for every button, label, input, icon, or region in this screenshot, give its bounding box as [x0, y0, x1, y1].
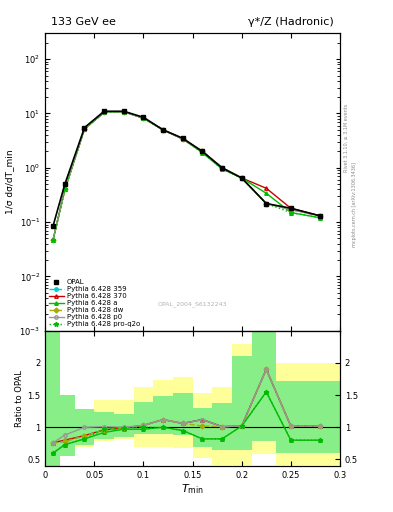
- Text: γ*/Z (Hadronic): γ*/Z (Hadronic): [248, 17, 334, 27]
- Text: mcplots.cern.ch [arXiv:1306.3436]: mcplots.cern.ch [arXiv:1306.3436]: [352, 162, 357, 247]
- Y-axis label: 1/σ dσ/dT_min: 1/σ dσ/dT_min: [5, 150, 14, 215]
- Legend: OPAL, Pythia 6.428 359, Pythia 6.428 370, Pythia 6.428 a, Pythia 6.428 dw, Pythi: OPAL, Pythia 6.428 359, Pythia 6.428 370…: [49, 279, 140, 327]
- Text: Rivet 3.1.10, ≥ 3.1M events: Rivet 3.1.10, ≥ 3.1M events: [344, 104, 349, 173]
- X-axis label: $T_{\rm min}$: $T_{\rm min}$: [181, 482, 204, 496]
- Y-axis label: Ratio to OPAL: Ratio to OPAL: [15, 370, 24, 427]
- Text: 133 GeV ee: 133 GeV ee: [51, 17, 116, 27]
- Text: OPAL_2004_S6132243: OPAL_2004_S6132243: [158, 301, 228, 307]
